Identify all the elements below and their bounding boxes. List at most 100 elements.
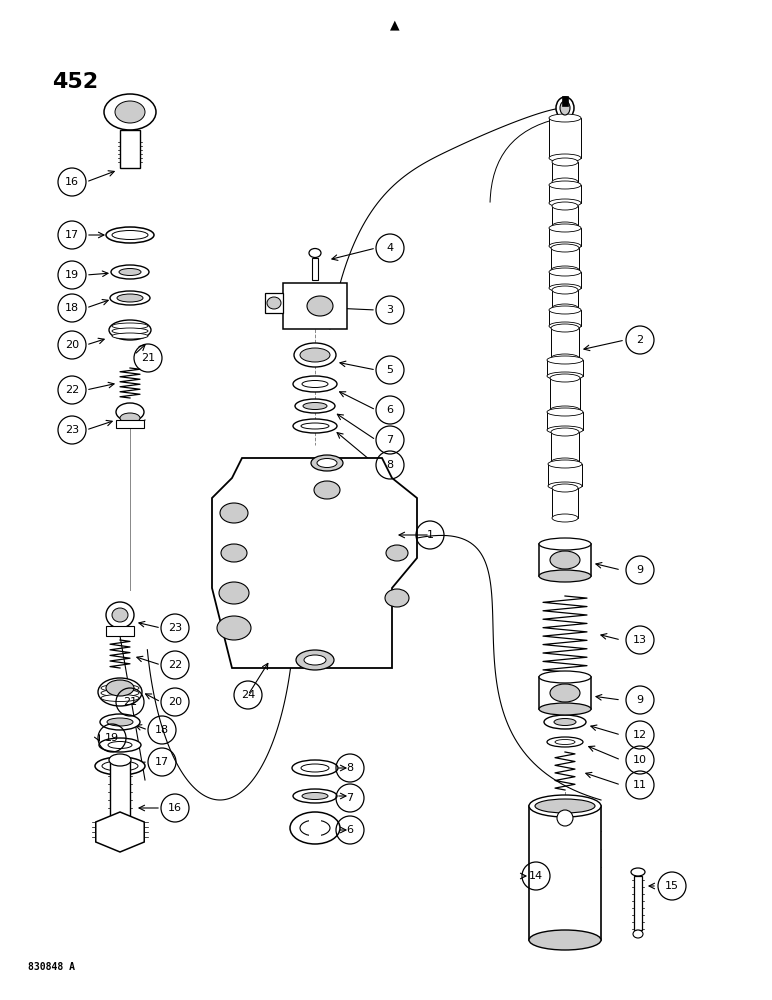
Ellipse shape: [293, 376, 337, 392]
Bar: [116, 420, 144, 428]
Ellipse shape: [551, 244, 579, 252]
Ellipse shape: [302, 380, 328, 387]
Ellipse shape: [529, 795, 601, 817]
Text: 15: 15: [665, 881, 679, 891]
Ellipse shape: [108, 742, 132, 748]
Ellipse shape: [301, 764, 329, 772]
Ellipse shape: [109, 754, 131, 766]
Ellipse shape: [633, 930, 643, 938]
Ellipse shape: [219, 582, 249, 604]
Ellipse shape: [552, 202, 578, 210]
Text: 17: 17: [65, 230, 79, 240]
Ellipse shape: [549, 224, 581, 232]
Bar: [312, 258, 318, 280]
Ellipse shape: [300, 820, 330, 836]
Bar: [539, 677, 591, 709]
Bar: [106, 626, 134, 636]
Text: 18: 18: [65, 303, 79, 313]
Ellipse shape: [104, 94, 156, 130]
Ellipse shape: [551, 311, 579, 325]
Text: 12: 12: [633, 730, 647, 740]
Ellipse shape: [267, 297, 281, 309]
Ellipse shape: [307, 296, 333, 316]
Ellipse shape: [539, 703, 591, 715]
Ellipse shape: [385, 589, 409, 607]
Ellipse shape: [549, 181, 581, 189]
Ellipse shape: [290, 812, 340, 844]
Ellipse shape: [551, 229, 579, 245]
Ellipse shape: [549, 413, 581, 429]
Ellipse shape: [115, 101, 145, 123]
Text: 13: 13: [633, 635, 647, 645]
Bar: [552, 206, 578, 226]
Bar: [529, 806, 601, 940]
Ellipse shape: [106, 227, 154, 243]
Ellipse shape: [539, 570, 591, 582]
Bar: [547, 412, 583, 430]
Ellipse shape: [311, 455, 343, 471]
Text: 3: 3: [387, 305, 394, 315]
Text: 19: 19: [65, 270, 79, 280]
Ellipse shape: [549, 199, 581, 207]
Text: 4: 4: [387, 243, 394, 253]
Bar: [549, 118, 581, 158]
Ellipse shape: [106, 680, 134, 696]
Text: 452: 452: [52, 72, 98, 92]
Ellipse shape: [551, 324, 579, 332]
Text: 6: 6: [347, 825, 354, 835]
Ellipse shape: [217, 616, 251, 640]
Ellipse shape: [549, 306, 581, 314]
Ellipse shape: [552, 286, 578, 294]
Bar: [549, 228, 581, 246]
Ellipse shape: [549, 284, 581, 292]
Text: 7: 7: [387, 435, 394, 445]
Ellipse shape: [552, 304, 578, 312]
Polygon shape: [212, 458, 417, 668]
Text: 5: 5: [387, 365, 394, 375]
Text: 6: 6: [387, 405, 394, 415]
Ellipse shape: [550, 551, 580, 569]
Ellipse shape: [112, 323, 148, 329]
Ellipse shape: [548, 482, 582, 490]
Ellipse shape: [631, 868, 645, 876]
Ellipse shape: [550, 684, 580, 702]
Text: 23: 23: [65, 425, 79, 435]
Bar: [562, 96, 568, 106]
Bar: [552, 488, 578, 518]
Ellipse shape: [547, 356, 583, 364]
Ellipse shape: [112, 333, 148, 339]
Ellipse shape: [556, 97, 574, 119]
Ellipse shape: [551, 354, 579, 362]
Text: 7: 7: [347, 793, 354, 803]
Text: 24: 24: [241, 690, 255, 700]
Bar: [539, 544, 591, 576]
Bar: [265, 293, 283, 313]
Ellipse shape: [102, 761, 138, 771]
Ellipse shape: [551, 458, 579, 466]
Bar: [309, 814, 321, 842]
Bar: [548, 464, 582, 486]
Ellipse shape: [547, 737, 583, 747]
Ellipse shape: [550, 374, 580, 382]
Ellipse shape: [551, 186, 579, 202]
Ellipse shape: [550, 406, 580, 414]
Ellipse shape: [101, 690, 139, 696]
Text: ▲: ▲: [390, 18, 400, 31]
Ellipse shape: [112, 231, 148, 239]
Ellipse shape: [112, 608, 128, 622]
Ellipse shape: [554, 718, 576, 726]
Ellipse shape: [549, 114, 581, 122]
Ellipse shape: [529, 930, 601, 950]
Ellipse shape: [550, 465, 580, 485]
Ellipse shape: [292, 760, 338, 776]
Bar: [552, 162, 578, 182]
Ellipse shape: [552, 158, 578, 166]
Ellipse shape: [549, 242, 581, 250]
Bar: [110, 760, 130, 820]
Ellipse shape: [296, 650, 334, 670]
Ellipse shape: [220, 503, 248, 523]
Text: 20: 20: [65, 340, 79, 350]
Ellipse shape: [551, 273, 579, 287]
Text: 22: 22: [168, 660, 182, 670]
Ellipse shape: [107, 718, 133, 726]
